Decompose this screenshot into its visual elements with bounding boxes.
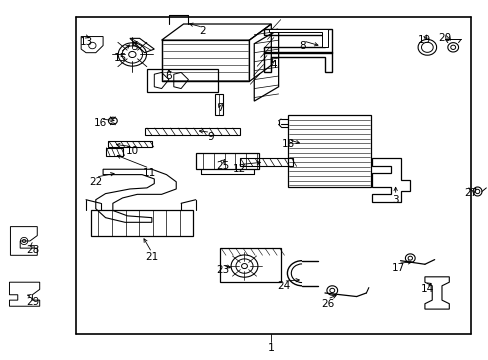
- Text: 5: 5: [131, 42, 138, 52]
- Text: 25: 25: [216, 161, 229, 171]
- Text: 16: 16: [94, 118, 107, 128]
- Text: 20: 20: [437, 33, 450, 43]
- Bar: [147, 69, 217, 92]
- Text: 6: 6: [165, 71, 172, 81]
- Text: 4: 4: [270, 60, 277, 70]
- Text: 15: 15: [113, 53, 126, 63]
- Text: 10: 10: [125, 146, 139, 156]
- Polygon shape: [268, 30, 328, 47]
- Text: 14: 14: [420, 284, 433, 294]
- Text: 3: 3: [391, 195, 398, 205]
- Text: 23: 23: [216, 265, 229, 275]
- Text: 22: 22: [89, 177, 102, 187]
- Text: 11: 11: [142, 168, 156, 178]
- Text: 27: 27: [464, 188, 477, 198]
- Text: 17: 17: [391, 263, 404, 273]
- Text: 29: 29: [26, 297, 39, 307]
- Text: 21: 21: [145, 252, 158, 262]
- Text: 7: 7: [216, 103, 223, 113]
- Text: 1: 1: [267, 343, 274, 353]
- Text: 28: 28: [26, 245, 39, 255]
- Text: 19: 19: [417, 35, 430, 45]
- Text: 9: 9: [206, 132, 213, 142]
- Text: 13: 13: [79, 37, 92, 47]
- Text: 26: 26: [320, 299, 333, 309]
- Text: 8: 8: [299, 41, 305, 50]
- Text: 24: 24: [276, 281, 289, 291]
- Text: 2: 2: [199, 26, 206, 36]
- Text: 18: 18: [281, 139, 294, 149]
- Text: 12: 12: [232, 164, 246, 174]
